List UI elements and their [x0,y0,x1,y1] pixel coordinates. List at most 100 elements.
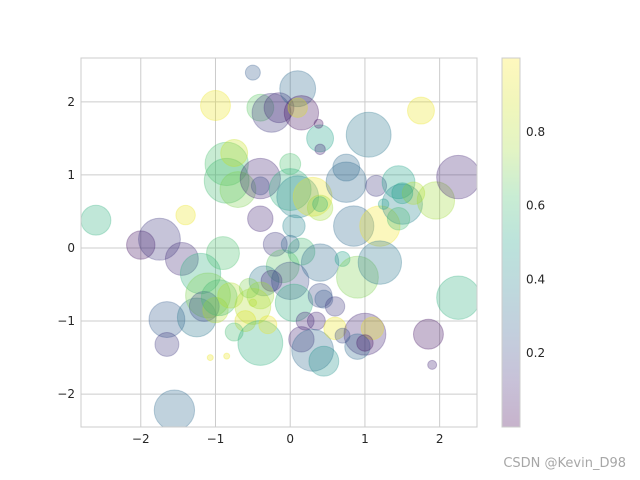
scatter-point [412,318,444,350]
scatter-point [188,290,220,322]
scatter-point [204,141,249,187]
scatter-point [324,296,346,317]
scatter-point [154,331,180,357]
scatter-point [312,196,329,213]
scatter-point [280,234,300,254]
scatter-point [291,328,335,372]
scatter-point [344,333,371,360]
scatter-point [359,205,401,247]
scatter-point [357,240,403,285]
x-tick-label: 0 [286,432,294,446]
scatter-point [436,275,477,320]
scatter-point [306,124,335,153]
scatter-point [407,96,435,125]
scatter-point [153,389,196,427]
scatter-point [314,143,326,156]
scatter-point [262,231,288,257]
scatter-point [345,111,392,158]
scatter-point [360,316,385,341]
scatter-point [381,165,416,200]
scatter-points [81,64,477,427]
y-axis-ticks: −2 −1 0 1 2 [57,95,75,401]
scatter-point [314,289,334,309]
scatter-point [300,243,340,282]
scatter-point [217,282,244,309]
scatter-point [427,359,438,370]
scatter-point [238,277,260,299]
colorbar-tick-label: 0.4 [526,272,545,286]
watermark: CSDN @Kevin_D98 [503,456,626,471]
scatter-point [391,182,414,205]
plot-area [81,58,477,427]
scatter-point [268,168,312,211]
scatter-point [206,236,240,271]
scatter-point [307,283,333,308]
scatter-point [200,90,231,121]
scatter-point [333,205,375,247]
scatter-point [334,327,351,344]
scatter-point [274,283,314,322]
scatter-point [377,198,390,210]
colorbar-tick-label: 0.8 [526,125,545,139]
scatter-point [295,311,315,331]
scatter-point [185,272,231,319]
scatter-point [283,95,320,131]
scatter-point [401,181,426,205]
scatter-point [258,315,278,335]
scatter-point [248,298,258,308]
scatter-point [202,296,229,324]
scatter-point [323,316,347,341]
scatter-point [276,175,320,219]
colorbar-ticks: 0.2 0.4 0.6 0.8 [526,125,545,360]
scatter-point [224,322,244,342]
scatter-point [343,312,387,356]
scatter-point [308,345,340,377]
scatter-point [244,64,261,81]
scatter-point [287,237,316,266]
y-tick-label: −2 [57,387,75,401]
scatter-point [175,204,196,226]
scatter-point [219,171,257,208]
colorbar-tick-label: 0.2 [526,346,545,360]
scatter-point [179,252,222,295]
scatter-point [81,204,112,236]
scatter-point [248,265,280,297]
y-tick-label: −1 [57,314,75,328]
scatter-point [148,301,186,339]
scatter-point [246,93,275,122]
colorbar-frame [501,57,521,428]
scatter-point [306,311,326,331]
scatter-point [126,230,156,260]
scatter-point [365,174,388,197]
scatter-point [265,249,300,284]
y-tick-label: 0 [67,241,75,255]
scatter-point [223,352,231,360]
scatter-point [263,92,295,124]
colorbar [502,58,520,427]
scatter-point [306,194,334,221]
x-tick-label: −1 [207,432,225,446]
scatter-point [176,297,217,338]
scatter-point [234,288,272,325]
scatter-point [436,154,477,200]
scatter-point [292,176,333,217]
scatter-point [206,354,214,362]
scatter-point [288,326,315,353]
scatter-point [381,183,423,225]
scatter-point [250,176,270,196]
scatter-point [138,217,181,261]
scatter-point [279,152,302,175]
scatter-point [332,153,361,182]
x-tick-label: 1 [361,432,369,446]
scatter-point [234,310,257,333]
scatter-point [247,205,274,232]
x-tick-label: 2 [436,432,444,446]
scatter-point [336,255,379,299]
scatter-point [386,207,411,231]
grid [81,58,477,427]
scatter-point [260,269,283,292]
scatter-point [164,242,199,276]
y-tick-label: 1 [67,168,75,182]
y-tick-label: 2 [67,95,75,109]
scatter-point [237,320,284,366]
